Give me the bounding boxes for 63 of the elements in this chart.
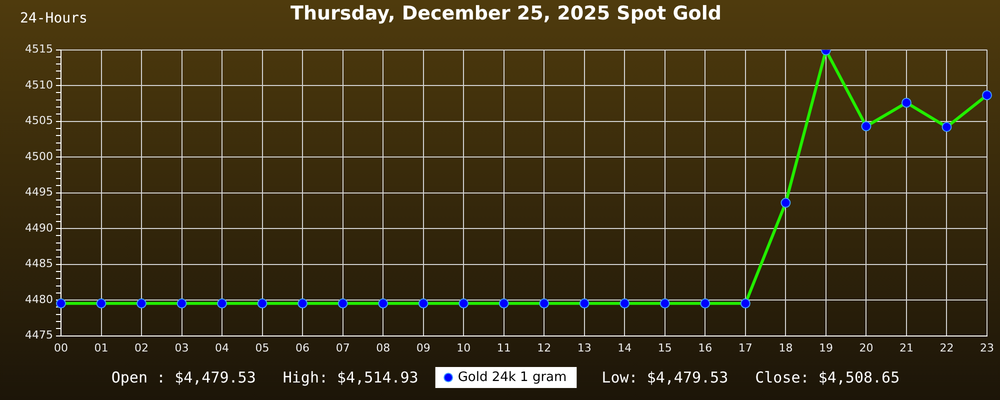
x-tick-label: 21 [899,341,914,354]
point [539,298,550,308]
x-tick-label: 23 [980,341,994,354]
point [378,298,388,308]
x-tick-label: 11 [496,341,511,354]
point [579,298,590,308]
point [942,122,952,132]
x-tick-label: 04 [215,341,230,354]
x-tick-label: 17 [738,341,752,354]
point [176,298,187,308]
y-tick-label: 4485 [24,257,53,270]
chart-subtitle: 24-Hours [20,10,88,27]
point [458,298,469,308]
x-tick-label: 15 [658,341,672,354]
point [982,90,992,100]
x-tick-label: 08 [376,341,390,354]
text: High: $4,514.93 [282,368,418,386]
point [700,298,710,308]
y-tick-label: 4505 [24,114,53,128]
point [338,298,348,308]
x-tick-label: 14 [618,341,632,354]
point [96,298,106,308]
x-tick-label: 19 [818,341,833,354]
x-tick-label: 18 [778,341,793,354]
y-tick-label: 4475 [24,328,53,342]
point [418,298,428,308]
point [901,98,912,108]
point [620,298,630,308]
legend-label: Gold 24k 1 gram [458,370,567,385]
point [136,298,147,308]
text: Open : $4,479.53 [111,368,256,386]
text: Close: $4,508.65 [755,368,900,386]
x-tick-label: 01 [94,341,108,354]
x-tick-label: 06 [296,341,310,354]
chart-title: Thursday, December 25, 2025 Spot Gold [290,2,722,24]
y-tick-label: 4490 [24,221,53,234]
x-tick-label: 00 [54,341,68,354]
x-tick-label: 05 [255,341,270,354]
text: Low: $4,479.53 [602,368,728,386]
x-tick-label: 12 [537,341,552,354]
x-tick-label: 02 [134,341,149,354]
x-tick-label: 03 [174,341,189,354]
point [740,298,750,308]
point [298,298,308,308]
x-tick-label: 07 [336,341,350,354]
y-tick-label: 4500 [24,150,53,163]
y-tick-label: 4515 [24,42,53,56]
point [217,298,228,308]
point [780,198,791,208]
point [257,298,268,308]
point [56,298,66,308]
y-tick-label: 4480 [24,292,53,306]
y-tick-label: 4510 [24,78,53,92]
x-tick-label: 09 [416,341,430,354]
point [498,298,509,308]
x-tick-label: 13 [577,341,592,354]
point [660,298,670,308]
x-tick-label: 22 [940,341,954,354]
point [861,121,872,132]
y-tick-label: 4495 [24,186,53,199]
x-tick-label: 16 [698,341,712,354]
x-tick-label: 10 [456,341,471,354]
x-tick-label: 20 [859,341,874,354]
